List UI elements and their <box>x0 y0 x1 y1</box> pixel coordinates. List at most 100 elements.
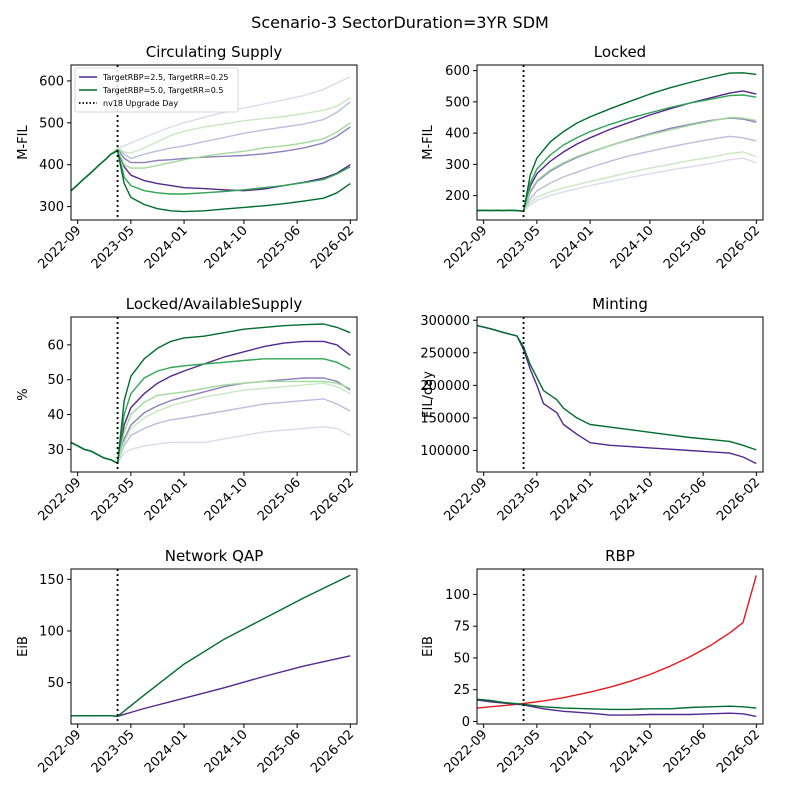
y-tick-label: 50 <box>47 676 64 691</box>
y-tick-label: 300000 <box>420 314 470 329</box>
series-line-1 <box>71 655 351 717</box>
x-tick-label: 2022-09 <box>35 223 84 272</box>
series-line-6 <box>71 380 351 464</box>
x-tick-label: 2023-05 <box>89 727 138 776</box>
x-tick-label: 2025-06 <box>255 475 304 524</box>
y-tick-label: 40 <box>47 408 64 423</box>
y-tick-label: 50 <box>453 651 470 666</box>
y-tick-label: 25 <box>453 683 470 698</box>
x-tick-label: 2023-05 <box>89 223 138 272</box>
x-tick-label: 2024-01 <box>548 223 597 272</box>
plot-area <box>71 323 351 464</box>
panels: Circulating Supply 300 400 500 600 M-FIL 2022-… <box>16 43 764 776</box>
series-line-2 <box>477 699 757 718</box>
y-tick-label: 250000 <box>420 346 470 361</box>
y-tick-label: 200 <box>445 189 470 204</box>
y-axis-label: FIL/day <box>421 371 436 418</box>
series-line-3 <box>71 377 351 464</box>
x-tick-label: 2025-06 <box>255 223 304 272</box>
x-tick-label: 2023-05 <box>495 727 544 776</box>
x-tick-label: 2024-01 <box>142 475 191 524</box>
x-tick-label: 2022-09 <box>441 475 490 524</box>
x-tick-label: 2025-06 <box>661 223 710 272</box>
panel-title: Circulating Supply <box>146 43 283 61</box>
y-tick-label: 100 <box>445 588 470 603</box>
series-line-2 <box>477 135 757 213</box>
x-tick-label: 2026-02 <box>714 475 763 524</box>
series-line-4 <box>71 340 351 464</box>
y-tick-label: 200000 <box>420 379 470 394</box>
figure-suptitle: Scenario-3 SectorDuration=3YR SDM <box>251 13 549 32</box>
x-tick-label: 2024-10 <box>608 727 657 776</box>
y-tick-label: 300 <box>39 200 64 215</box>
x-tick-label: 2025-06 <box>255 727 304 776</box>
series-line-3 <box>477 117 757 213</box>
series-line-1 <box>477 157 757 213</box>
axes-frame <box>476 64 764 221</box>
x-tick-label: 2024-10 <box>202 475 251 524</box>
x-tick-label: 2024-01 <box>548 475 597 524</box>
x-tick-label: 2026-02 <box>308 223 357 272</box>
series-line-1 <box>477 575 757 709</box>
x-tick-label: 2023-05 <box>89 475 138 524</box>
y-tick-label: 500 <box>39 116 64 131</box>
y-tick-label: 400 <box>445 127 470 142</box>
y-axis-label: % <box>16 388 31 400</box>
plot-area <box>477 575 757 718</box>
y-tick-label: 600 <box>39 74 64 89</box>
series-line-7 <box>477 94 757 213</box>
y-axis-label: EiB <box>16 636 31 657</box>
series-line-4 <box>71 149 351 192</box>
series-line-8 <box>71 323 351 464</box>
y-axis-label: EiB <box>421 636 436 657</box>
series-line-3 <box>477 698 757 711</box>
x-tick-label: 2026-02 <box>308 475 357 524</box>
axes-frame <box>476 568 764 725</box>
y-tick-label: 100000 <box>420 444 470 459</box>
series-line-8 <box>477 72 757 213</box>
panel-title: RBP <box>605 547 635 565</box>
y-tick-label: 300 <box>445 158 470 173</box>
panel-title: Locked <box>594 43 646 61</box>
axes-frame <box>70 568 358 725</box>
panel-1: Circulating Supply 300 400 500 600 M-FIL 2022-… <box>16 43 358 272</box>
series-line-1 <box>71 426 351 464</box>
series-line-7 <box>71 358 351 464</box>
x-tick-label: 2025-06 <box>661 727 710 776</box>
legend-entry: TargetRBP=2.5, TargetRR=0.25 <box>102 73 229 82</box>
x-tick-label: 2026-02 <box>308 727 357 776</box>
series-line-5 <box>477 151 757 213</box>
axes-frame <box>70 316 358 473</box>
series-line-1 <box>477 324 757 465</box>
x-tick-label: 2023-05 <box>495 223 544 272</box>
y-tick-label: 600 <box>445 64 470 79</box>
panel-title: Locked/AvailableSupply <box>126 295 303 313</box>
plot-area <box>71 76 351 213</box>
y-tick-label: 100 <box>39 625 64 640</box>
y-axis-label: M-FIL <box>16 125 31 160</box>
x-tick-label: 2022-09 <box>441 727 490 776</box>
legend-entry: nv18 Upgrade Day <box>103 99 178 108</box>
y-axis-label: M-FIL <box>421 125 436 160</box>
y-tick-label: 150000 <box>420 411 470 426</box>
y-tick-label: 75 <box>453 620 470 635</box>
x-tick-label: 2024-10 <box>608 475 657 524</box>
x-tick-label: 2024-10 <box>202 727 251 776</box>
y-tick-label: 60 <box>47 338 64 353</box>
panel-4: Minting 100000 150000 200000 250000 300000 FIL… <box>420 295 764 524</box>
panel-2: Locked 200 300 400 500 600 M-FIL 2022-09 2023-05… <box>421 43 764 272</box>
x-tick-label: 2026-02 <box>714 727 763 776</box>
x-tick-label: 2025-06 <box>661 475 710 524</box>
y-tick-label: 50 <box>47 373 64 388</box>
y-tick-label: 500 <box>445 95 470 110</box>
x-tick-label: 2023-05 <box>495 475 544 524</box>
legend: TargetRBP=2.5, TargetRR=0.25 TargetRBP=5.… <box>74 67 239 113</box>
panel-title: Network QAP <box>165 547 264 565</box>
series-line-4 <box>477 90 757 213</box>
x-tick-label: 2024-10 <box>608 223 657 272</box>
series-line-8 <box>71 150 351 213</box>
x-tick-label: 2024-10 <box>202 223 251 272</box>
